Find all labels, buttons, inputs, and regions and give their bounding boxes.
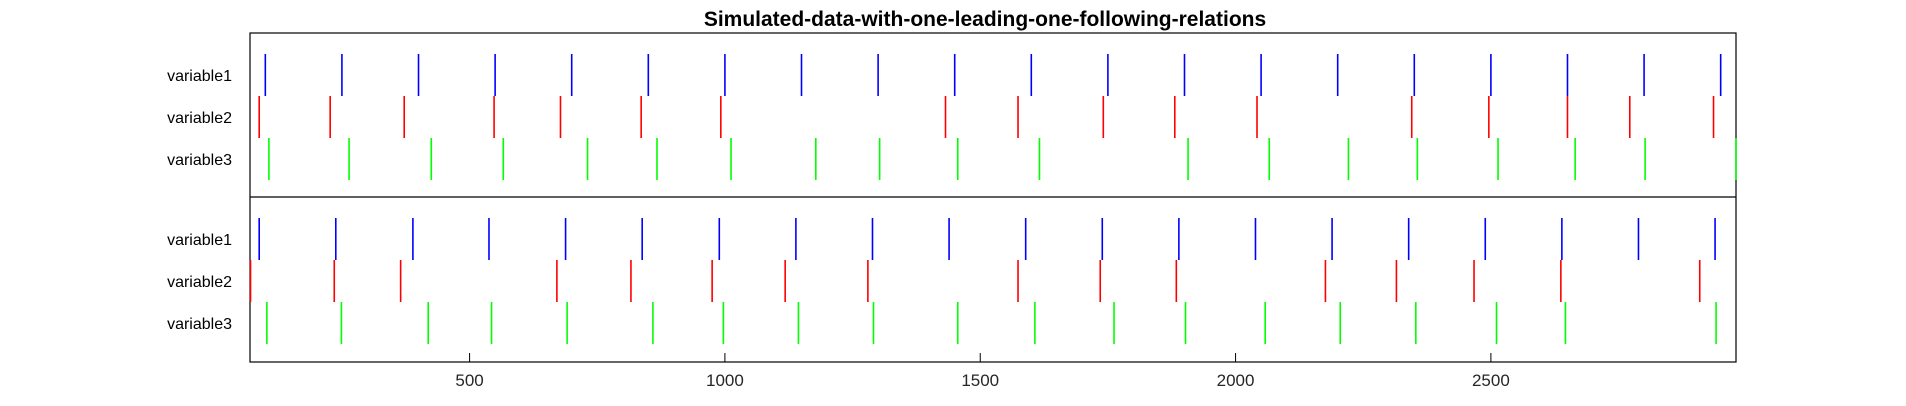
chart-title: Simulated-data-with-one-leading-one-foll… [704,8,1266,31]
axes-layer [249,32,1737,363]
event-marks [249,54,1737,344]
row-label-variable3: variable3 [167,152,232,169]
x-tick-label: 500 [455,371,483,390]
x-tick-label: 1000 [706,371,744,390]
axis-labels: 500 1000 1500 2000 2500 variable1 variable2 var… [167,68,1510,390]
row-label-variable3: variable3 [167,316,232,333]
row-label-variable1: variable1 [167,68,232,85]
row-label-variable2: variable2 [167,274,232,291]
x-tick-label: 1500 [961,371,999,390]
x-tick-label: 2500 [1472,371,1510,390]
row-label-variable1: variable1 [167,232,232,249]
x-tick-label: 2000 [1217,371,1255,390]
row-label-variable2: variable2 [167,110,232,127]
